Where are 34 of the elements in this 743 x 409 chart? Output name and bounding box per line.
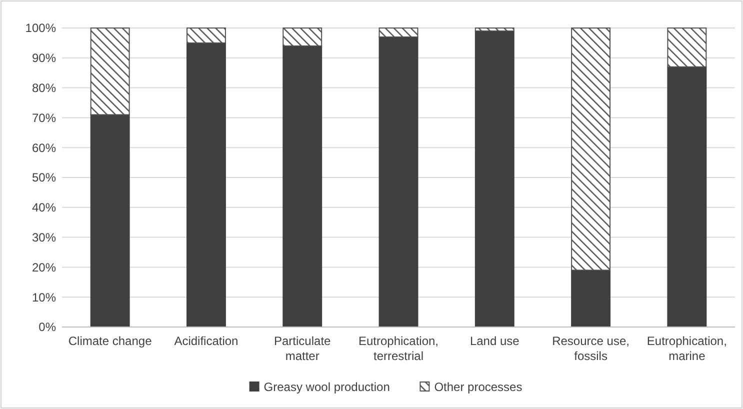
bar	[571, 28, 611, 271]
bar	[667, 66, 707, 328]
legend-label: Greasy wool production	[264, 380, 390, 394]
y-tick-label: 40%	[32, 200, 56, 215]
bar	[378, 36, 418, 328]
bar	[186, 28, 226, 44]
y-tick-label: 50%	[32, 170, 56, 185]
y-tick-label: 20%	[32, 260, 56, 274]
bar	[474, 30, 514, 328]
x-tick-label: Resource use, fossils	[552, 334, 630, 363]
bar	[667, 28, 707, 68]
x-tick-label: Acidification	[174, 334, 238, 348]
bar	[90, 114, 130, 328]
y-tick-label: 60%	[32, 140, 56, 155]
x-tick-label: Land use	[470, 334, 520, 348]
bar	[186, 42, 226, 328]
x-tick-label: Eutrophication, terrestrial	[358, 334, 439, 363]
bar	[378, 28, 418, 38]
x-tick-label: Eutrophication, marine	[646, 334, 727, 363]
y-tick-label: 80%	[32, 81, 56, 95]
bar	[282, 45, 322, 328]
bar	[282, 28, 322, 46]
bar	[571, 270, 611, 328]
bar	[90, 28, 130, 116]
y-tick-label: 30%	[32, 230, 56, 244]
y-tick-label: 10%	[32, 290, 56, 304]
legend-label: Other processes	[434, 380, 522, 394]
x-tick-label: Climate change	[68, 334, 152, 348]
y-tick-label: 0%	[38, 320, 56, 334]
y-tick-label: 100%	[25, 21, 56, 36]
y-tick-label: 70%	[32, 110, 56, 125]
y-tick-label: 90%	[32, 51, 56, 66]
x-tick-label: Particulate matter	[274, 334, 332, 363]
bar	[474, 28, 514, 32]
